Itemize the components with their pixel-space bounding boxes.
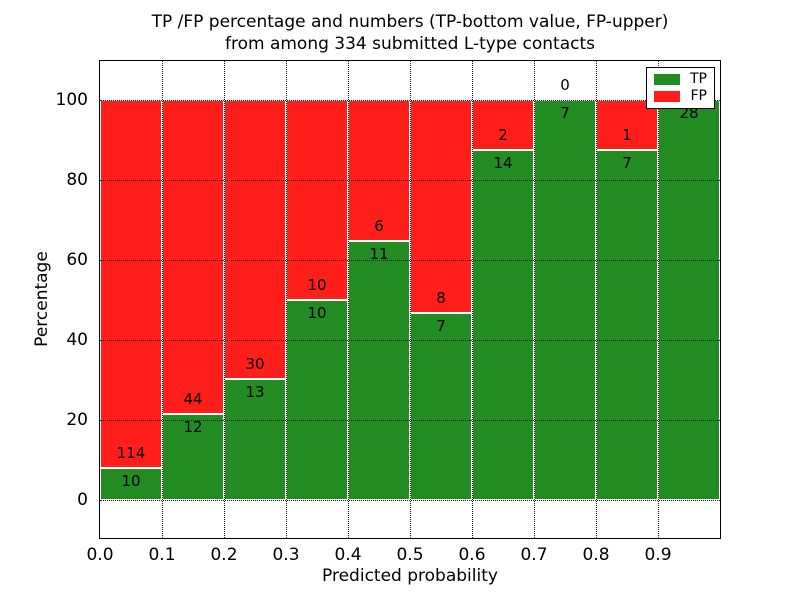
- bar-segment-fp: [224, 100, 286, 380]
- tp-count-label: 10: [121, 471, 141, 490]
- chart-title-line1: TP /FP percentage and numbers (TP-bottom…: [151, 12, 669, 32]
- v-gridline: [595, 61, 597, 538]
- bar-segment-fp: [410, 100, 472, 314]
- bar-segment-tp: [286, 300, 348, 500]
- y-axis-label: Percentage: [32, 251, 52, 347]
- legend-label-fp: FP: [690, 88, 708, 104]
- bar-segment-fp: [162, 100, 224, 415]
- x-tick-label: 0.5: [396, 545, 424, 565]
- tp-count-label: 10: [307, 304, 327, 322]
- fp-count-label: 2: [498, 126, 508, 144]
- x-tick-label: 0.3: [272, 545, 300, 565]
- tp-count-label: 14: [493, 154, 513, 172]
- bar-segment-tp: [348, 241, 410, 500]
- x-tick-label: 0.8: [582, 545, 610, 565]
- bar-segment-fp: [348, 100, 410, 242]
- bar-segment-tp: [100, 467, 162, 500]
- v-gridline: [223, 61, 225, 538]
- bar-segment-tp: [534, 100, 596, 500]
- tp-count-label: 7: [622, 154, 632, 172]
- y-tick-label: 40: [66, 330, 88, 350]
- legend-swatch-fp: [654, 91, 680, 102]
- fp-count-label: 30: [245, 355, 265, 374]
- legend-entry-tp: TP: [654, 72, 707, 87]
- v-gridline: [657, 61, 659, 538]
- v-gridline: [409, 61, 411, 538]
- v-gridline: [161, 61, 163, 538]
- bar-segment-tp: [658, 100, 720, 500]
- tp-count-label: 7: [560, 104, 570, 122]
- y-tick-label: 80: [66, 170, 88, 190]
- chart-title-line2: from among 334 submitted L-type contacts: [224, 34, 595, 54]
- v-gridline: [285, 61, 287, 538]
- y-tick-label: 0: [77, 490, 88, 510]
- fp-count-label: 0: [560, 76, 570, 94]
- bar-segment-tp: [596, 150, 658, 500]
- y-tick-label: 20: [66, 410, 88, 430]
- legend-label-tp: TP: [690, 71, 707, 87]
- bar-segment-fp: [472, 100, 534, 150]
- x-tick-label: 0.0: [86, 545, 114, 565]
- v-gridline: [347, 61, 349, 538]
- tp-count-label: 13: [245, 383, 265, 402]
- fp-count-label: 10: [307, 276, 327, 294]
- bar-segment-fp: [286, 100, 348, 300]
- fp-count-label: 114: [116, 443, 146, 462]
- x-tick-label: 0.9: [644, 545, 672, 565]
- bar-segment-tp: [224, 379, 286, 500]
- v-gridline: [533, 61, 535, 538]
- tp-count-label: 11: [369, 245, 389, 264]
- x-tick-label: 0.6: [458, 545, 486, 565]
- fp-count-label: 6: [374, 217, 384, 236]
- bar-segment-tp: [410, 313, 472, 500]
- tp-count-label: 12: [183, 418, 203, 437]
- tp-count-label: 7: [436, 317, 446, 336]
- legend-entry-fp: FP: [654, 89, 707, 104]
- bar-segment-tp: [162, 414, 224, 500]
- bar-segment-tp: [472, 150, 534, 500]
- y-tick-label: 100: [55, 90, 88, 110]
- fp-count-label: 8: [436, 289, 446, 308]
- bar-segment-fp: [100, 100, 162, 468]
- x-tick-label: 0.1: [148, 545, 176, 565]
- y-tick-label: 60: [66, 250, 88, 270]
- fp-count-label: 1: [622, 126, 632, 144]
- fp-count-label: 44: [183, 390, 203, 409]
- chart-title: TP /FP percentage and numbers (TP-bottom…: [99, 11, 721, 55]
- legend-swatch-tp: [654, 74, 680, 85]
- x-tick-label: 0.4: [334, 545, 362, 565]
- x-tick-label: 0.7: [520, 545, 548, 565]
- x-axis-label: Predicted probability: [322, 566, 498, 586]
- v-gridline: [471, 61, 473, 538]
- x-tick-label: 0.2: [210, 545, 238, 565]
- legend: TP FP: [646, 67, 715, 109]
